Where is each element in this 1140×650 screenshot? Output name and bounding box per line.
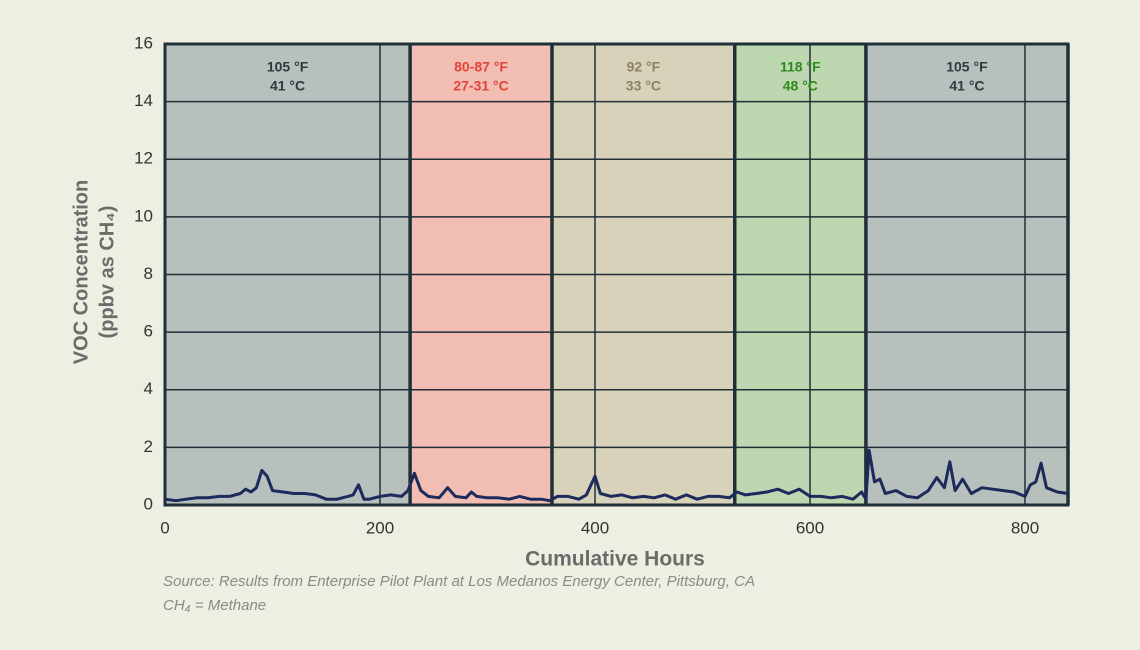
region-label: 33 °C	[626, 78, 661, 94]
region-label: 92 °F	[627, 59, 661, 75]
data-line	[164, 448, 1069, 503]
x-tick-label: 800	[1011, 518, 1039, 537]
y-axis-title: VOC Concentration	[70, 180, 92, 364]
y-tick-label: 14	[134, 91, 153, 110]
x-tick-label: 400	[581, 518, 609, 537]
x-tick-label: 600	[796, 518, 824, 537]
y-tick-label: 0	[144, 494, 153, 513]
x-tick-label: 0	[160, 518, 169, 537]
region-label: 105 °F	[267, 59, 309, 75]
y-axis-title: (ppbv as CH₄)	[96, 206, 118, 339]
region-label: 27-31 °C	[453, 78, 508, 94]
footnote: CH₄ = Methane	[163, 597, 266, 614]
x-tick-label: 200	[366, 518, 394, 537]
plot-border	[163, 42, 1070, 507]
y-tick-label: 16	[134, 33, 153, 52]
region-label: 105 °F	[946, 59, 988, 75]
region-label: 80-87 °F	[454, 59, 508, 75]
region-label: 41 °C	[949, 78, 984, 94]
y-tick-label: 6	[144, 322, 153, 341]
y-tick-label: 2	[144, 437, 153, 456]
y-tick-label: 8	[144, 264, 153, 283]
region-label: 41 °C	[270, 78, 305, 94]
x-axis-title: Cumulative Hours	[525, 548, 705, 571]
region-label: 118 °F	[780, 59, 821, 75]
y-tick-label: 4	[144, 379, 153, 398]
region-label: 48 °C	[783, 78, 818, 94]
y-tick-label: 12	[134, 149, 153, 168]
source-note: Source: Results from Enterprise Pilot Pl…	[163, 573, 755, 590]
y-tick-label: 10	[134, 206, 153, 225]
